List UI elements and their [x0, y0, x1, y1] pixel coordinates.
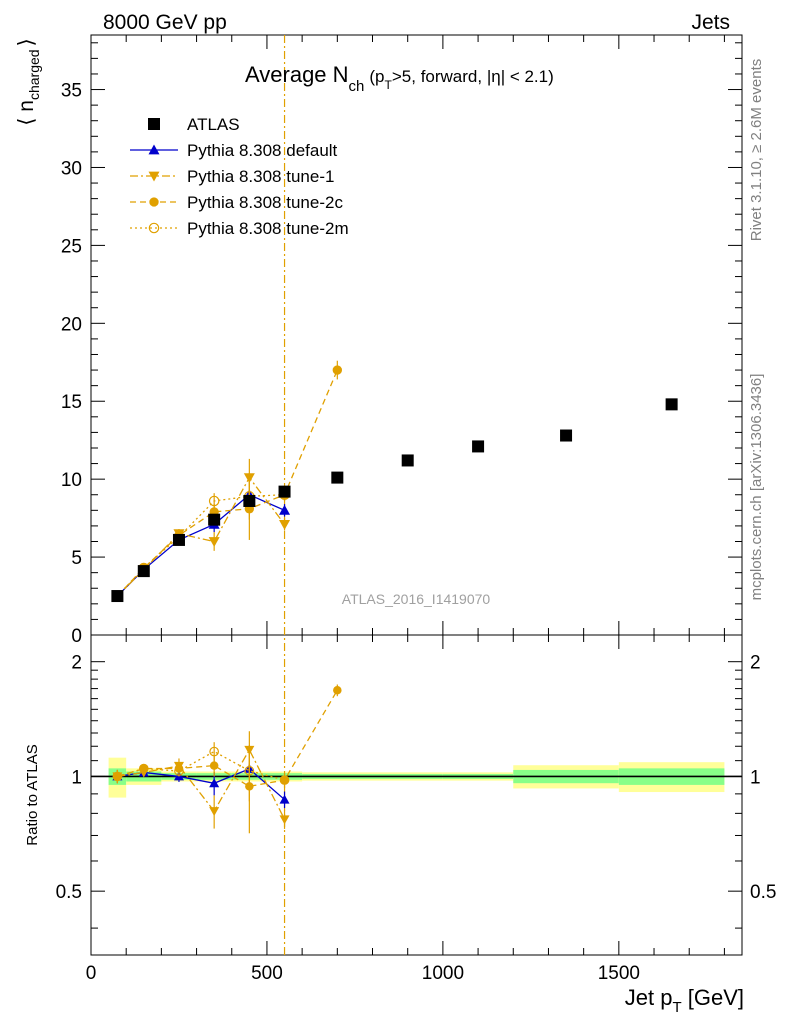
legend-label-2: Pythia 8.308 tune-1	[187, 167, 334, 186]
series-3-ratio-point-6	[333, 685, 342, 695]
header-left: 8000 GeV pp	[103, 11, 227, 34]
axes-frame	[90, 34, 743, 956]
legend: ATLAS Pythia 8.308 default Pythia 8.308 tu…	[130, 115, 349, 238]
series-2-ratio-point-5	[279, 815, 290, 825]
analysis-watermark: ATLAS_2016_I1419070	[342, 591, 491, 607]
rivet-version-label: Rivet 3.1.10, ≥ 2.6M events	[748, 59, 765, 242]
series-0-point-10	[665, 398, 678, 411]
ratio-tick-label-2: 2	[71, 653, 82, 674]
ratio-tick-label-0: 0.5	[56, 882, 82, 903]
series-0-point-5	[278, 485, 291, 498]
legend-marker-1	[148, 144, 160, 155]
legend-label-3: Pythia 8.308 tune-2c	[187, 193, 343, 212]
series-4-ratio-point-4	[244, 765, 255, 776]
series-1-line	[116, 493, 285, 597]
series-0-point-3	[208, 513, 221, 526]
ratio-uncertainty-bands	[91, 757, 742, 798]
series-0-point-2	[172, 533, 185, 546]
y-tick-label-7: 35	[61, 81, 82, 102]
series-0-point-7	[401, 454, 414, 467]
legend-marker-4	[148, 222, 160, 234]
ratio-tick-label-1: 1	[71, 767, 82, 788]
y-tick-label-6: 30	[61, 158, 82, 179]
title-main-sub: ch	[349, 78, 365, 95]
ratio-tick-label-right-2: 2	[750, 653, 761, 674]
series-4-ratio-point-3	[209, 746, 220, 757]
ratio-tick-label-right-0: 0.5	[750, 882, 776, 903]
series-0-point-9	[560, 429, 573, 442]
x-tick-label-2: 1000	[422, 963, 464, 984]
y-tick-label-4: 20	[61, 314, 82, 335]
mcplots-label: mcplots.cern.ch [arXiv:1306.3436]	[748, 374, 765, 601]
plot-title: Average Nch(pT>5, forward, |η| < 2.1)	[245, 62, 554, 95]
x-tick-label-3: 1500	[598, 963, 640, 984]
series-4-line	[116, 494, 285, 597]
series-4-ratio-point-1	[138, 763, 149, 774]
series-2-ratio-line	[117, 748, 286, 820]
legend-label-4: Pythia 8.308 tune-2m	[187, 219, 349, 238]
y-tick-label-0: 0	[71, 626, 82, 647]
series-4-point-3	[208, 495, 220, 507]
series-2-ratio-point-3	[209, 807, 220, 817]
x-label-main: Jet p	[625, 985, 673, 1010]
y-label-open: ⟨ n	[15, 100, 38, 126]
series-0-point-8	[472, 440, 485, 453]
series-1-ratio-point-5	[279, 794, 290, 804]
series-3-line	[116, 369, 338, 597]
main-panel-series	[111, 360, 678, 603]
series-1-point-5	[279, 504, 291, 515]
legend-marker-3	[149, 197, 159, 207]
header-right: Jets	[691, 11, 730, 34]
title-cut-open: (p	[369, 67, 384, 86]
ratio-tick-label-right-1: 1	[750, 767, 761, 788]
y-tick-label-3: 15	[61, 392, 82, 413]
ratio-panel-series	[112, 684, 342, 834]
y-label-close: ⟩	[15, 38, 38, 46]
series-4-ratio-point-0	[112, 771, 123, 782]
series-3-point-6	[332, 365, 342, 375]
series-0-point-4	[243, 494, 256, 507]
series-4-ratio-point-5	[279, 775, 290, 785]
title-main: Average N	[245, 62, 349, 87]
series-0-point-6	[331, 471, 344, 484]
series-1-ratio-point-3	[209, 778, 220, 788]
y-tick-label-2: 10	[61, 470, 82, 491]
x-tick-label-0: 0	[86, 963, 97, 984]
ratio-y-axis-label: Ratio to ATLAS	[24, 744, 41, 845]
series-2-point-5	[279, 519, 291, 530]
x-axis-label: Jet pT [GeV]	[625, 985, 744, 1016]
ratio-panel-frame	[90, 634, 743, 956]
legend-label-1: Pythia 8.308 default	[187, 141, 338, 160]
x-label-unit: [GeV]	[682, 985, 744, 1010]
series-0-point-0	[111, 590, 124, 603]
legend-marker-2	[148, 171, 160, 182]
x-label-sub: T	[672, 999, 681, 1016]
legend-marker-0	[148, 118, 160, 130]
series-3-ratio-point-3	[209, 761, 219, 770]
y-axis-label: ⟨ ncharged ⟩	[15, 38, 42, 126]
y-tick-label-5: 25	[61, 236, 82, 257]
y-tick-label-1: 5	[71, 548, 82, 569]
x-tick-label-1: 500	[251, 963, 283, 984]
series-0-point-1	[137, 565, 150, 578]
title-cut-rest: >5, forward, |η| < 2.1)	[392, 67, 554, 86]
legend-label-0: ATLAS	[187, 115, 240, 134]
y-label-sub: charged	[26, 49, 42, 100]
series-2-point-3	[208, 537, 220, 547]
title-cut-sub: T	[385, 78, 393, 92]
axis-ticks: 0 500 1000 1500 0 5 10 15 20 25 30 35 0.5 0.5 1 1 2 2	[56, 35, 776, 984]
series-4-ratio-point-2	[174, 766, 184, 776]
